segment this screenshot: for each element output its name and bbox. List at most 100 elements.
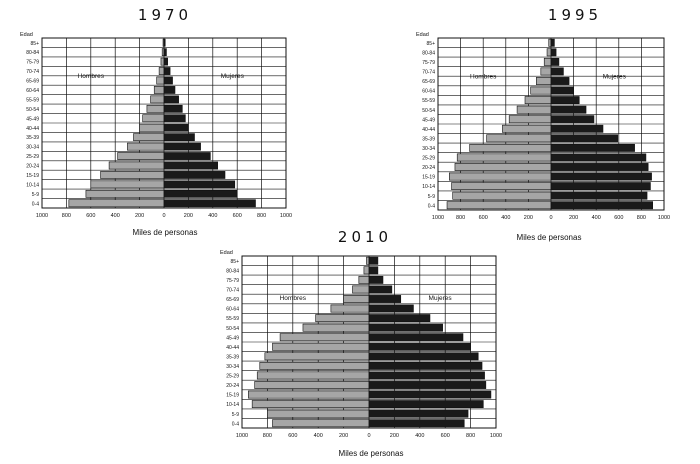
bar-male-1970-65-69 (156, 76, 165, 85)
plot-frame-1995 (437, 37, 665, 211)
label-mujeres-2010: Mujeres (429, 295, 453, 302)
age-tick-1995-75-79: 75-79 (422, 60, 435, 66)
bar-female-2010-60-64 (368, 304, 414, 313)
bar-male-1995-25-29 (456, 153, 552, 162)
bar-female-1970-20-24 (163, 161, 218, 170)
age-tick-1995-85+: 85+ (427, 41, 436, 47)
age-tick-2010-30-34: 30-34 (226, 364, 239, 370)
x-tick-1970-8: 600 (233, 213, 242, 219)
label-mujeres-1995: Mujeres (603, 73, 627, 80)
pyramid-chart-2010: 0-4 5-9 10-14 15-19 20-24 25-29 30-34 35-39 40-4… (220, 250, 502, 439)
age-tick-1995-5-9: 5-9 (428, 194, 435, 200)
bar-female-1995-10-14 (550, 182, 651, 191)
pyramid-chart-1970: 0-4 5-9 10-14 15-19 20-24 25-29 30-34 35-39 40-4… (20, 32, 292, 219)
bar-male-1970-70-74 (158, 67, 165, 75)
bar-male-2010-75-79 (358, 275, 370, 284)
x-tick-1995-9: 800 (637, 215, 646, 221)
bar-female-2010-45-49 (368, 333, 464, 342)
bar-female-2010-70-74 (368, 285, 393, 294)
bar-male-1970-45-49 (142, 114, 165, 123)
age-tick-2010-70-74: 70-74 (226, 288, 239, 294)
x-tick-1970-2: 600 (86, 213, 95, 219)
age-tick-1970-80-84: 80-84 (26, 50, 39, 56)
bar-female-1970-85+ (163, 38, 166, 47)
bar-female-1970-70-74 (163, 67, 171, 75)
age-tick-1995-70-74: 70-74 (422, 70, 435, 76)
bar-female-2010-5-9 (368, 409, 469, 418)
bar-male-2010-20-24 (254, 381, 370, 389)
bar-male-1995-60-64 (530, 86, 552, 95)
bar-male-1970-40-44 (139, 123, 165, 132)
age-tick-1995-15-19: 15-19 (422, 175, 435, 181)
x-axis-label-2010: Miles de personas (338, 449, 404, 458)
bar-male-1995-50-54 (516, 105, 552, 114)
age-tick-1970-75-79: 75-79 (26, 60, 39, 66)
x-tick-1970-7: 400 (208, 213, 217, 219)
bar-male-1970-20-24 (108, 161, 165, 170)
bar-male-1995-15-19 (448, 172, 552, 181)
bar-male-1995-65-69 (536, 77, 552, 85)
y-axis-label-1970: Edad (20, 32, 33, 38)
x-tick-1995-4: 200 (524, 215, 533, 221)
x-tick-1995-10: 1000 (658, 215, 670, 221)
bar-female-2010-80-84 (368, 266, 379, 275)
bar-female-1995-15-19 (550, 172, 652, 181)
bar-female-2010-75-79 (368, 275, 384, 284)
age-tick-1970-60-64: 60-64 (26, 88, 39, 94)
bar-male-1995-5-9 (452, 191, 552, 200)
x-tick-2010-0: 1000 (236, 433, 248, 439)
bar-male-2010-70-74 (352, 285, 370, 294)
age-tick-1995-80-84: 80-84 (422, 50, 435, 56)
bar-female-1995-40-44 (550, 124, 604, 133)
age-tick-1995-20-24: 20-24 (422, 165, 435, 171)
bar-female-2010-85+ (368, 256, 379, 265)
bar-male-2010-30-34 (259, 361, 370, 370)
x-tick-1995-2: 600 (479, 215, 488, 221)
x-tick-2010-9: 800 (466, 433, 475, 439)
x-tick-1970-4: 200 (135, 213, 144, 219)
label-hombres-1995: Hombres (470, 73, 497, 80)
bar-female-2010-40-44 (368, 342, 471, 351)
bar-female-1995-45-49 (550, 115, 595, 124)
bar-male-1970-35-39 (133, 133, 165, 142)
bar-female-1995-0-4 (550, 201, 653, 210)
bar-female-1970-15-19 (163, 171, 226, 179)
x-tick-1995-3: 400 (501, 215, 510, 221)
label-mujeres-1970: Mujeres (221, 73, 245, 80)
bar-male-2010-55-59 (315, 314, 370, 323)
y-axis-label-2010: Edad (220, 250, 233, 256)
age-tick-1995-30-34: 30-34 (422, 146, 435, 152)
x-tick-2010-5: 0 (367, 433, 370, 439)
bar-male-2010-50-54 (302, 323, 370, 332)
bar-female-1970-55-59 (163, 95, 179, 104)
x-tick-2010-4: 200 (339, 433, 348, 439)
bar-male-1995-75-79 (543, 57, 552, 66)
x-tick-1995-5: 0 (549, 215, 552, 221)
bar-male-1995-0-4 (446, 201, 552, 210)
x-tick-2010-7: 400 (415, 433, 424, 439)
bar-female-1995-35-39 (550, 134, 618, 143)
age-tick-1970-40-44: 40-44 (26, 126, 39, 132)
bar-female-2010-65-69 (368, 295, 402, 303)
age-tick-2010-40-44: 40-44 (226, 345, 239, 351)
bar-female-1995-5-9 (550, 191, 648, 200)
bar-male-1970-75-79 (160, 57, 165, 66)
bar-male-1970-55-59 (150, 95, 165, 104)
bar-male-2010-0-4 (272, 419, 370, 428)
bar-male-2010-25-29 (256, 371, 370, 380)
bar-male-1995-20-24 (454, 163, 552, 171)
label-hombres-1970: Hombres (78, 73, 105, 80)
bar-female-2010-30-34 (368, 361, 483, 370)
age-tick-1995-60-64: 60-64 (422, 89, 435, 95)
bar-female-1995-70-74 (550, 67, 564, 76)
x-tick-1995-1: 800 (456, 215, 465, 221)
bar-female-1970-65-69 (163, 76, 173, 85)
x-tick-1970-10: 1000 (280, 213, 292, 219)
age-tick-1995-0-4: 0-4 (428, 203, 435, 209)
bar-female-1995-60-64 (550, 86, 574, 95)
age-tick-2010-65-69: 65-69 (226, 297, 239, 303)
bar-male-1995-70-74 (540, 67, 552, 76)
bar-male-2010-35-39 (264, 352, 370, 361)
bar-male-1995-35-39 (486, 134, 552, 143)
bar-male-1995-55-59 (524, 96, 552, 105)
